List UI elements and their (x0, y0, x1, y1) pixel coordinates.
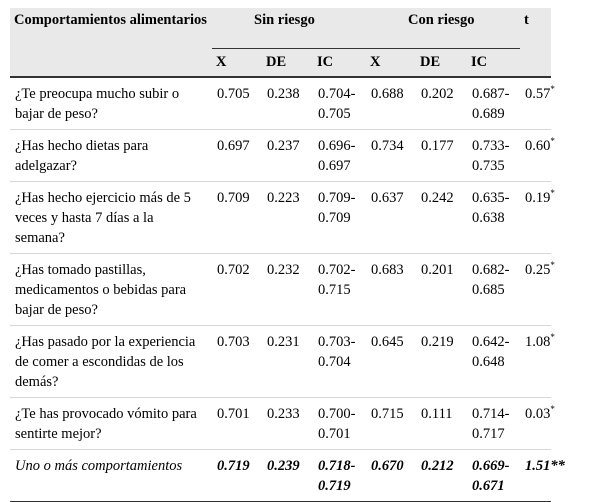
subheader: X (212, 48, 262, 78)
t-cell: 0.60* (520, 129, 555, 182)
cell: 0.734 (366, 129, 416, 182)
subheader: X (366, 48, 416, 78)
cell: 0.669-0.671 (467, 449, 521, 502)
row-label: Uno o más comportamientos (10, 449, 212, 502)
row-label: ¿Has tomado pastillas, medicamentos o be… (10, 253, 212, 326)
t-value: 0.25 (525, 262, 551, 278)
t-cell: 0.25* (520, 253, 555, 326)
t-cell: 1.08* (520, 325, 555, 398)
cell: 0.212 (416, 449, 467, 502)
group-header: Sin riesgo (212, 8, 366, 49)
t-value: 1.08 (525, 334, 551, 350)
table-row: ¿Has tomado pastillas, medicamentos o be… (10, 253, 555, 326)
cell: 0.733-0.735 (467, 129, 521, 182)
row-label: ¿Te preocupa mucho subir o bajar de peso… (10, 77, 212, 130)
t-cell: 0.19* (520, 181, 555, 254)
t-value: 0.60 (525, 138, 551, 154)
cell: 0.702-0.715 (313, 253, 366, 326)
t-value: 0.19 (525, 190, 551, 206)
header-label: Comportamientos alimentarios (10, 8, 212, 78)
cell: 0.239 (262, 449, 313, 502)
cell: 0.670 (366, 449, 416, 502)
group-header: Con riesgo (366, 8, 521, 49)
subheader: DE (416, 48, 467, 78)
table-body: ¿Te preocupa mucho subir o bajar de peso… (10, 77, 565, 502)
cell: 0.635-0.638 (467, 181, 521, 254)
cell: 0.703-0.704 (313, 325, 366, 398)
row-label: ¿Has hecho dietas para adelgazar? (10, 129, 212, 182)
cell: 0.705 (212, 77, 262, 130)
row-label: ¿Has hecho ejercicio más de 5 veces y ha… (10, 181, 212, 254)
subheader: IC (467, 48, 521, 78)
cell: 0.201 (416, 253, 467, 326)
cell: 0.702 (212, 253, 262, 326)
row-label: ¿Has pasado por la experiencia de comer … (10, 325, 212, 398)
t-note: * (550, 260, 555, 271)
cell: 0.637 (366, 181, 416, 254)
cell: 0.687-0.689 (467, 77, 521, 130)
table-row: ¿Has pasado por la experiencia de comer … (10, 325, 555, 398)
cell: 0.700-0.701 (313, 397, 366, 450)
cell: 0.642-0.648 (467, 325, 521, 398)
cell: 0.233 (262, 397, 313, 450)
t-note: * (550, 332, 555, 343)
cell: 0.683 (366, 253, 416, 326)
cell: 0.232 (262, 253, 313, 326)
table-row: ¿Te preocupa mucho subir o bajar de peso… (10, 77, 555, 130)
cell: 0.688 (366, 77, 416, 130)
t-note: * (550, 136, 555, 147)
cell: 0.715 (366, 397, 416, 450)
cell: 0.697 (212, 129, 262, 182)
table-row: ¿Te has provocado vómito para sentirte m… (10, 397, 555, 450)
cell: 0.223 (262, 181, 313, 254)
t-note: * (550, 188, 555, 199)
cell: 0.111 (416, 397, 467, 450)
cell: 0.701 (212, 397, 262, 450)
table-row: ¿Has hecho dietas para adelgazar? 0.697 0.… (10, 129, 555, 182)
cell: 0.719 (212, 449, 262, 502)
cell: 0.242 (416, 181, 467, 254)
table-row: ¿Has hecho ejercicio más de 5 veces y ha… (10, 181, 555, 254)
t-header: t (520, 8, 552, 78)
cell: 0.177 (416, 129, 467, 182)
cell: 0.703 (212, 325, 262, 398)
t-cell: 0.03* (520, 397, 555, 450)
table-row: Uno o más comportamientos 0.719 0.239 0.718… (10, 449, 565, 502)
row-label: ¿Te has provocado vómito para sentirte m… (10, 397, 212, 450)
t-value: 0.03 (525, 406, 551, 422)
cell: 0.714-0.717 (467, 397, 521, 450)
cell: 0.231 (262, 325, 313, 398)
t-value: 0.57 (525, 86, 551, 102)
cell: 0.237 (262, 129, 313, 182)
t-note: * (550, 404, 555, 415)
subheader: DE (262, 48, 313, 78)
cell: 0.682-0.685 (467, 253, 521, 326)
header-row: Comportamientos alimentarios Sin riesgo … (10, 8, 552, 78)
t-note: * (550, 84, 555, 95)
cell: 0.202 (416, 77, 467, 130)
data-table: Comportamientos alimentarios Sin riesgo … (10, 8, 565, 502)
subheader: IC (313, 48, 366, 78)
cell: 0.704-0.705 (313, 77, 366, 130)
t-value: 1.51** (525, 458, 565, 474)
cell: 0.709 (212, 181, 262, 254)
cell: 0.709-0.709 (313, 181, 366, 254)
cell: 0.718-0.719 (313, 449, 366, 502)
t-cell: 0.57* (520, 77, 555, 130)
table-header: Comportamientos alimentarios Sin riesgo … (10, 8, 552, 78)
t-cell: 1.51** (520, 449, 565, 502)
subheader-row: X DE IC X DE IC (10, 48, 551, 78)
cell: 0.238 (262, 77, 313, 130)
cell: 0.645 (366, 325, 416, 398)
cell: 0.219 (416, 325, 467, 398)
cell: 0.696-0.697 (313, 129, 366, 182)
